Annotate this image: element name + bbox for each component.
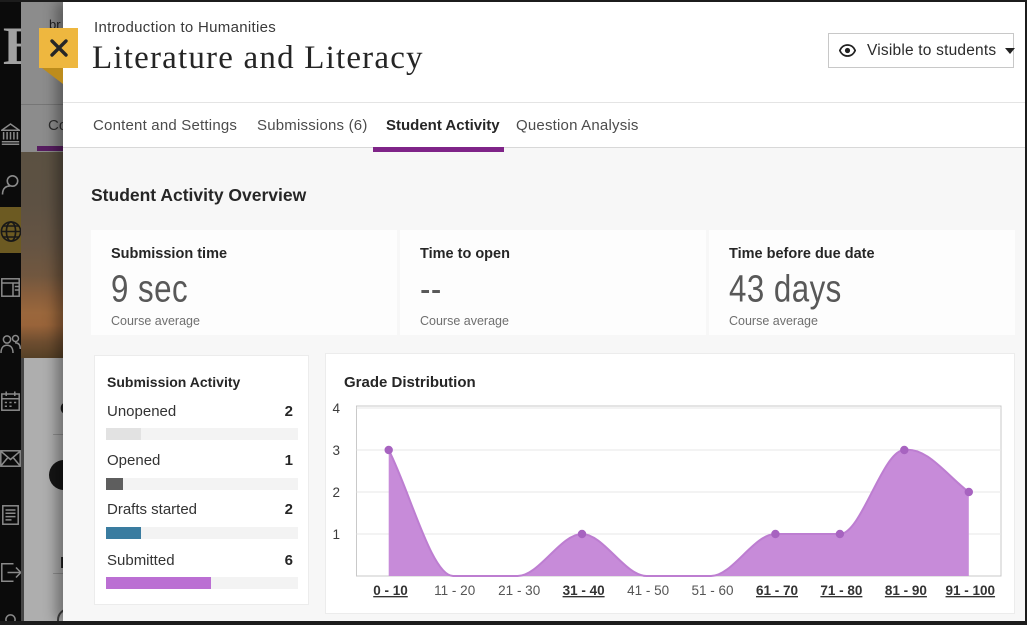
svg-text:0 - 10: 0 - 10 xyxy=(373,583,408,598)
svg-text:4: 4 xyxy=(332,401,340,416)
svg-text:81 - 90: 81 - 90 xyxy=(885,583,927,598)
svg-text:51 - 60: 51 - 60 xyxy=(691,583,733,598)
svg-text:2: 2 xyxy=(332,485,340,500)
svg-text:31 - 40: 31 - 40 xyxy=(563,583,605,598)
svg-text:71 - 80: 71 - 80 xyxy=(820,583,862,598)
svg-text:61 - 70: 61 - 70 xyxy=(756,583,798,598)
svg-text:91 - 100: 91 - 100 xyxy=(946,583,996,598)
svg-text:41 - 50: 41 - 50 xyxy=(627,583,669,598)
svg-text:11 - 20: 11 - 20 xyxy=(434,583,475,598)
svg-text:21 - 30: 21 - 30 xyxy=(498,583,540,598)
svg-text:1: 1 xyxy=(332,527,340,542)
svg-text:3: 3 xyxy=(332,443,340,458)
